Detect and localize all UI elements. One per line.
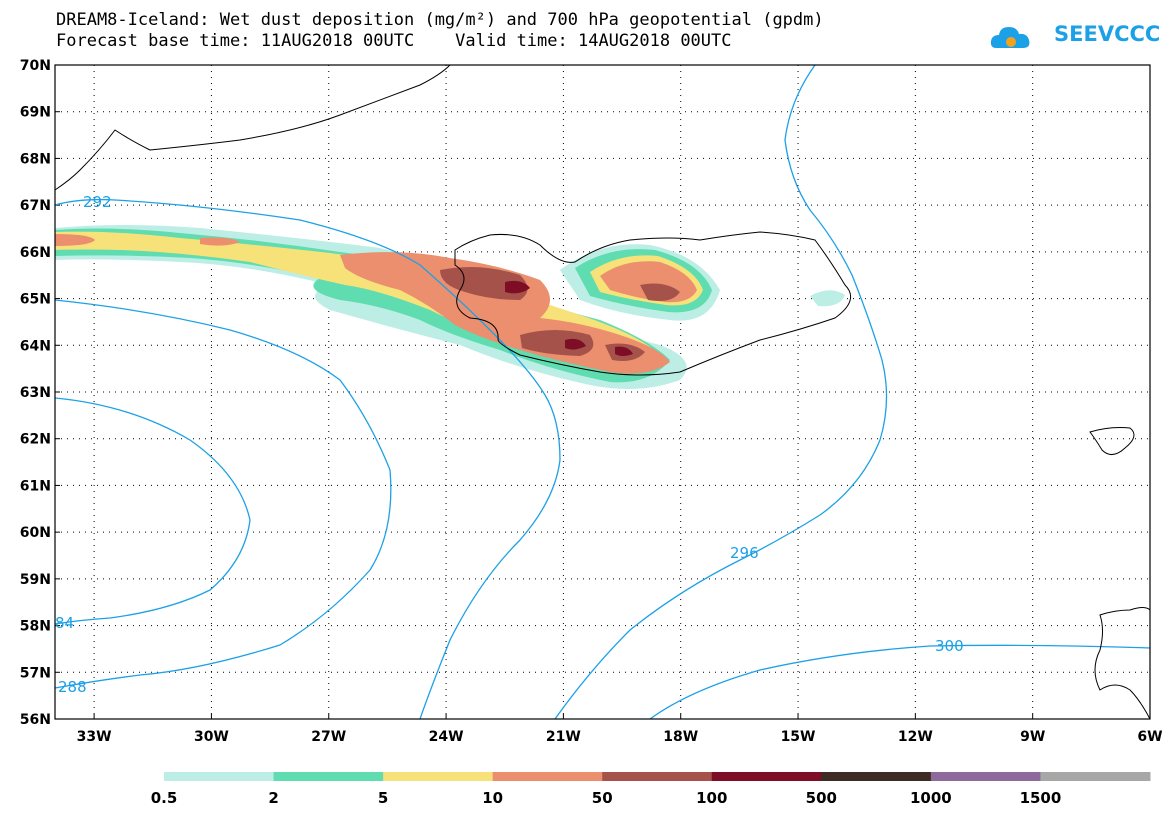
lat-tick-label: 56N [20, 712, 51, 728]
lon-tick-label: 6W [1137, 729, 1162, 745]
contour-292 [54, 198, 561, 720]
legend-label: 0.5 [151, 789, 178, 807]
lon-tick-label: 24W [429, 729, 464, 745]
lon-tick-label: 15W [781, 729, 816, 745]
lon-tick-label: 12W [898, 729, 933, 745]
greenland-coast [54, 64, 451, 191]
chart-title-line2: Forecast base time: 11AUG2018 00UTC Vali… [56, 31, 732, 51]
lat-tick-label: 58N [20, 619, 51, 635]
lat-tick-label: 65N [20, 292, 51, 308]
legend-label: 100 [696, 789, 727, 807]
lon-tick-label: 30W [194, 729, 229, 745]
lat-tick-label: 61N [20, 478, 51, 494]
deposition-band-50 [440, 266, 680, 361]
contour-284 [54, 397, 251, 625]
logo-text: SEEVCCC [1054, 22, 1161, 46]
lat-tick-label: 70N [20, 58, 51, 74]
lat-tick-label: 63N [20, 385, 51, 401]
map-frame [54, 64, 1151, 720]
lon-tick-label: 9W [1020, 729, 1045, 745]
colorbar-legend: 0.5 2 5 10 50 100 500 1000 1500 [151, 772, 1151, 807]
legend-label: 2 [268, 789, 278, 807]
legend-label: 1000 [910, 789, 952, 807]
lat-tick-label: 60N [20, 525, 51, 541]
lon-tick-label: 21W [546, 729, 581, 745]
legend-label: 500 [806, 789, 837, 807]
lat-tick-label: 62N [20, 432, 51, 448]
dust-deposition-layer [55, 225, 845, 389]
lat-tick-label: 67N [20, 198, 51, 214]
legend-swatch [383, 772, 494, 781]
faroe-islands [1089, 427, 1135, 455]
gridlines [55, 64, 1151, 720]
contour-label-84: 84 [55, 614, 74, 632]
lat-tick-label: 64N [20, 338, 51, 354]
iceland-coast [454, 231, 852, 376]
lon-tick-label: 27W [311, 729, 346, 745]
lon-tick-label: 33W [77, 729, 112, 745]
legend-label: 1500 [1020, 789, 1062, 807]
cloud-icon [990, 27, 1030, 48]
deposition-band-100 [505, 280, 633, 356]
contour-label-300: 300 [935, 637, 964, 655]
latitude-labels: 70N 69N 68N 67N 66N 65N 64N 63N 62N 61N 60N 59N 58N 5… [20, 58, 51, 728]
scotland-coast [1094, 607, 1151, 720]
legend-swatch [492, 772, 603, 781]
legend-swatch [602, 772, 713, 781]
legend-swatch [273, 772, 384, 781]
deposition-patch-0.5-ne [810, 290, 845, 307]
contour-label-292: 292 [83, 193, 112, 211]
legend-label: 50 [592, 789, 613, 807]
contour-288 [54, 299, 392, 689]
contour-300 [649, 644, 1151, 720]
legend-swatch [1040, 772, 1151, 781]
legend-swatch [821, 772, 932, 781]
legend-swatch [164, 772, 275, 781]
legend-swatch [930, 772, 1041, 781]
legend-swatch [711, 772, 822, 781]
lon-tick-label: 18W [663, 729, 698, 745]
lat-tick-label: 66N [20, 245, 51, 261]
legend-label: 10 [482, 789, 503, 807]
lat-tick-label: 59N [20, 572, 51, 588]
contour-label-288: 288 [58, 678, 87, 696]
coastlines [54, 64, 1151, 720]
contour-label-296: 296 [730, 544, 759, 562]
chart-title-line1: DREAM8-Iceland: Wet dust deposition (mg/… [56, 10, 824, 30]
contour-296 [554, 64, 888, 720]
deposition-band-10 [55, 234, 670, 374]
lat-tick-label: 69N [20, 105, 51, 121]
geopotential-contours [54, 64, 1151, 720]
legend-label: 5 [378, 789, 388, 807]
longitude-labels: 33W 30W 27W 24W 21W 18W 15W 12W 9W 6W [77, 729, 1163, 745]
lat-tick-label: 57N [20, 665, 51, 681]
lat-tick-label: 68N [20, 151, 51, 167]
